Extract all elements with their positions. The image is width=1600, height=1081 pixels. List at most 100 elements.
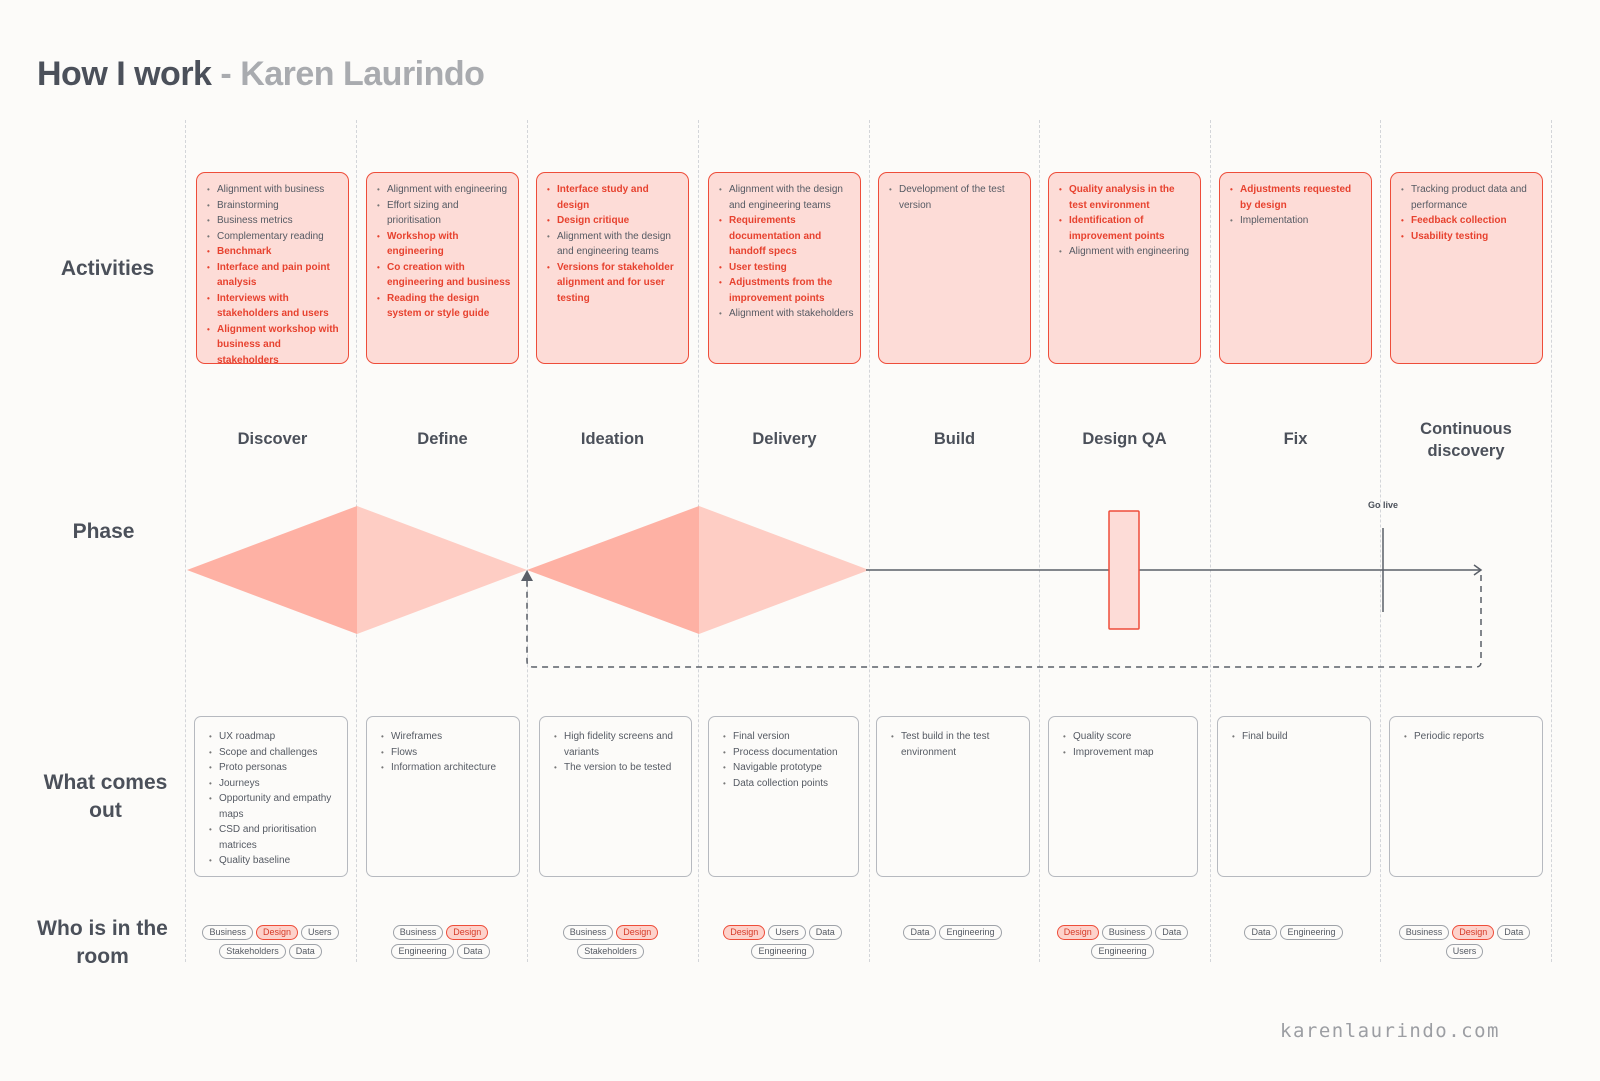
activities-box-fix: Adjustments requested by designImplement… bbox=[1219, 172, 1372, 364]
role-chip-engineering: Engineering bbox=[1091, 944, 1154, 959]
output-item: Test build in the test environment bbox=[891, 729, 1023, 760]
activities-box-ideation: Interface study and designDesign critiqu… bbox=[536, 172, 689, 364]
output-item: UX roadmap bbox=[209, 729, 341, 745]
output-item: Process documentation bbox=[723, 745, 852, 761]
role-chip-business: Business bbox=[202, 925, 253, 940]
output-item: Information architecture bbox=[381, 760, 513, 776]
activity-item: Usability testing bbox=[1401, 229, 1536, 245]
outputs-box-discover: UX roadmapScope and challengesProto pers… bbox=[194, 716, 348, 877]
output-item: Improvement map bbox=[1063, 745, 1191, 761]
who-chips-define: Business Design Engineering Data bbox=[362, 925, 519, 959]
role-chip-design: Design bbox=[723, 925, 766, 940]
column-divider-5 bbox=[1039, 120, 1040, 962]
role-chip-engineering: Engineering bbox=[1280, 925, 1343, 940]
output-item: Journeys bbox=[209, 776, 341, 792]
who-chips-design-qa: Design Business Data Engineering bbox=[1044, 925, 1201, 959]
role-chip-business: Business bbox=[1101, 925, 1153, 940]
role-chip-business: Business bbox=[1398, 925, 1450, 940]
title-author: Karen Laurindo bbox=[240, 55, 485, 93]
phase-name-fix: Fix bbox=[1283, 430, 1308, 448]
phase-name-discover: Discover bbox=[237, 430, 308, 448]
activity-item: Benchmark bbox=[207, 244, 342, 260]
activity-item: Workshop with engineering bbox=[377, 229, 512, 260]
role-chip-stakeholders: Stakeholders bbox=[577, 944, 644, 959]
role-chip-business: Business bbox=[562, 925, 614, 940]
activities-box-design-qa: Quality analysis in the test environment… bbox=[1048, 172, 1201, 364]
who-chips-delivery: Design Users Data Engineering bbox=[704, 925, 861, 959]
activity-item: Alignment with the design and engineerin… bbox=[719, 182, 854, 213]
phase-name-build: Build bbox=[933, 430, 976, 448]
role-chip-engineering: Engineering bbox=[391, 944, 454, 959]
activities-box-define: Alignment with engineeringEffort sizing … bbox=[366, 172, 519, 364]
loop-arrowhead bbox=[521, 570, 533, 581]
activity-item: Adjustments from the improvement points bbox=[719, 275, 854, 306]
output-item: Flows bbox=[381, 745, 513, 761]
output-item: Quality baseline bbox=[209, 853, 341, 869]
outputs-box-design-qa: Quality scoreImprovement map bbox=[1048, 716, 1198, 877]
activity-item: Business metrics bbox=[207, 213, 342, 229]
activity-item: Alignment with business bbox=[207, 182, 342, 198]
design-qa-marker bbox=[1108, 510, 1140, 630]
role-chip-users: Users bbox=[768, 925, 806, 940]
role-chip-engineering: Engineering bbox=[751, 944, 814, 959]
page-title: How I work - Karen Laurindo bbox=[37, 55, 485, 94]
row-label-outputs: What comes out bbox=[43, 771, 168, 822]
output-item: Quality score bbox=[1063, 729, 1191, 745]
activity-item: Interface study and design bbox=[547, 182, 682, 213]
activity-item: Brainstorming bbox=[207, 198, 342, 214]
role-chip-data: Data bbox=[903, 925, 937, 940]
role-chip-data: Data bbox=[1155, 925, 1189, 940]
activity-item: Interviews with stakeholders and users bbox=[207, 291, 342, 322]
row-label-phase: Phase bbox=[72, 520, 135, 543]
role-chip-data: Data bbox=[456, 944, 490, 959]
row-label-who: Who is in the room bbox=[37, 917, 168, 968]
output-item: Periodic reports bbox=[1404, 729, 1536, 745]
role-chip-design: Design bbox=[1056, 925, 1099, 940]
output-item: Opportunity and empathy maps bbox=[209, 791, 341, 822]
activity-item: Co creation with engineering and busines… bbox=[377, 260, 512, 291]
activity-item: User testing bbox=[719, 260, 854, 276]
outputs-box-define: WireframesFlowsInformation architecture bbox=[366, 716, 520, 877]
activities-box-discover: Alignment with businessBrainstormingBusi… bbox=[196, 172, 349, 366]
go-live-label: Go live bbox=[1368, 500, 1398, 510]
role-chip-data: Data bbox=[288, 944, 322, 959]
output-item: Scope and challenges bbox=[209, 745, 341, 761]
output-item: Final version bbox=[723, 729, 852, 745]
output-item: Data collection points bbox=[723, 776, 852, 792]
who-chips-discover: Business Design Users Stakeholders Data bbox=[192, 925, 349, 959]
column-divider-2 bbox=[527, 120, 528, 962]
activity-item: Requirements documentation and handoff s… bbox=[719, 213, 854, 260]
activity-item: Quality analysis in the test environment bbox=[1059, 182, 1194, 213]
phase-name-delivery: Delivery bbox=[752, 430, 817, 448]
activity-item: Alignment with engineering bbox=[1059, 244, 1194, 260]
output-item: The version to be tested bbox=[554, 760, 685, 776]
who-chips-ideation: Business Design Stakeholders bbox=[532, 925, 689, 959]
delivery-diamond-half bbox=[699, 506, 869, 634]
activity-item: Alignment workshop with business and sta… bbox=[207, 322, 342, 369]
activities-box-continuous-discovery: Tracking product data and performanceFee… bbox=[1390, 172, 1543, 364]
output-item: Wireframes bbox=[381, 729, 513, 745]
activity-item: Alignment with the design and engineerin… bbox=[547, 229, 682, 260]
role-chip-design: Design bbox=[616, 925, 659, 940]
activity-item: Versions for stakeholder alignment and f… bbox=[547, 260, 682, 307]
timeline-arrowhead bbox=[1473, 564, 1483, 576]
output-item: High fidelity screens and variants bbox=[554, 729, 685, 760]
outputs-box-ideation: High fidelity screens and variantsThe ve… bbox=[539, 716, 692, 877]
column-divider-0 bbox=[185, 120, 186, 962]
activity-item: Tracking product data and performance bbox=[1401, 182, 1536, 213]
output-item: Proto personas bbox=[209, 760, 341, 776]
activity-item: Reading the design system or style guide bbox=[377, 291, 512, 322]
role-chip-design: Design bbox=[446, 925, 489, 940]
phase-name-design-qa: Design QA bbox=[1082, 430, 1167, 448]
role-chip-stakeholders: Stakeholders bbox=[219, 944, 286, 959]
title-main: How I work bbox=[37, 55, 212, 93]
iteration-loop-arrow bbox=[526, 575, 1482, 668]
activity-item: Alignment with stakeholders bbox=[719, 306, 854, 322]
role-chip-engineering: Engineering bbox=[939, 925, 1002, 940]
activity-item: Adjustments requested by design bbox=[1230, 182, 1365, 213]
activity-item: Implementation bbox=[1230, 213, 1365, 229]
activity-item: Effort sizing and prioritisation bbox=[377, 198, 512, 229]
activity-item: Feedback collection bbox=[1401, 213, 1536, 229]
outputs-box-delivery: Final versionProcess documentationNaviga… bbox=[708, 716, 859, 877]
